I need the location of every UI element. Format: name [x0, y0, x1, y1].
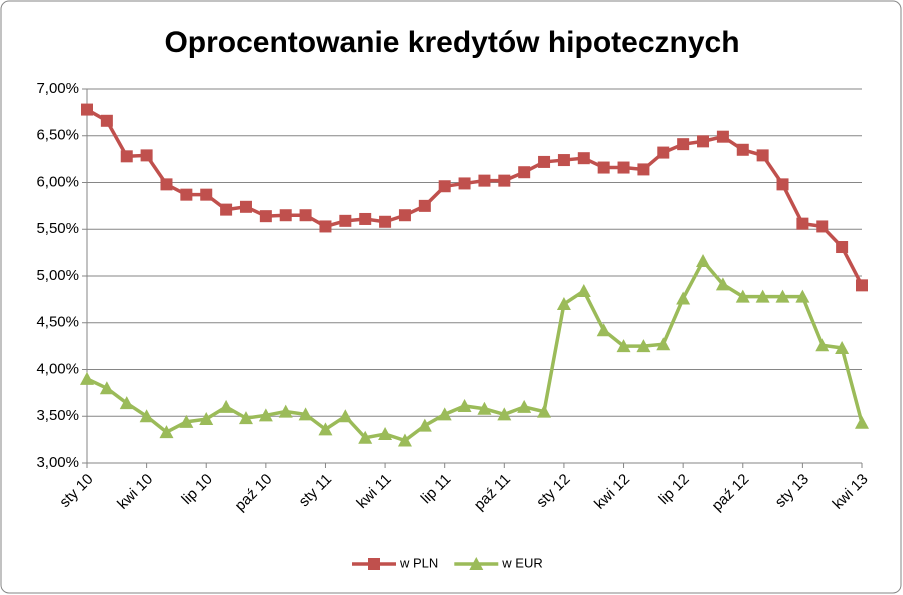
marker	[359, 212, 372, 225]
legend-marker	[469, 557, 484, 570]
marker	[119, 396, 134, 410]
marker	[835, 340, 850, 354]
marker	[795, 289, 810, 303]
marker	[319, 220, 332, 233]
y-tick-label: 6,00%	[36, 173, 79, 190]
marker	[676, 291, 691, 305]
legend-label: w PLN	[399, 555, 438, 570]
marker	[597, 161, 610, 174]
y-tick-label: 5,50%	[36, 220, 79, 237]
series-line	[86, 108, 864, 287]
marker	[556, 297, 571, 311]
chart-title: Oprocentowanie kredytów hipotecznych	[164, 26, 739, 59]
marker	[80, 371, 94, 385]
marker	[796, 217, 809, 230]
marker	[378, 427, 393, 441]
y-tick-label: 6,50%	[36, 127, 79, 144]
marker	[457, 398, 472, 412]
marker	[596, 323, 611, 337]
marker	[577, 152, 590, 165]
y-tick-label: 7,00%	[36, 80, 79, 97]
marker	[258, 408, 273, 422]
marker	[140, 149, 153, 162]
marker	[775, 289, 790, 303]
marker	[755, 289, 770, 303]
marker	[815, 338, 830, 352]
marker	[139, 409, 154, 423]
marker	[836, 241, 849, 254]
marker	[339, 214, 352, 227]
marker	[576, 283, 591, 297]
legend-marker	[368, 558, 380, 570]
marker	[816, 220, 829, 233]
marker	[855, 415, 869, 429]
marker	[100, 114, 113, 127]
y-tick-label: 4,50%	[36, 314, 79, 331]
marker	[477, 401, 492, 415]
marker	[538, 155, 551, 168]
marker	[379, 215, 392, 228]
marker	[656, 337, 671, 351]
legend-label: w EUR	[501, 555, 542, 570]
series-line	[86, 257, 864, 443]
marker	[498, 174, 511, 187]
marker	[298, 407, 313, 421]
marker	[278, 404, 293, 418]
y-tick-label: 3,00%	[36, 454, 79, 471]
marker	[617, 161, 630, 174]
marker	[736, 143, 749, 156]
marker	[120, 150, 133, 163]
marker	[716, 130, 729, 143]
marker	[259, 210, 272, 223]
marker	[677, 138, 690, 151]
marker	[497, 407, 512, 421]
marker	[557, 154, 570, 167]
marker	[518, 166, 531, 179]
marker	[715, 277, 730, 291]
marker	[537, 404, 552, 418]
y-tick-label: 3,50%	[36, 407, 79, 424]
marker	[776, 178, 789, 191]
marker	[438, 180, 451, 193]
marker	[99, 381, 114, 395]
marker	[697, 135, 710, 148]
marker	[81, 103, 93, 116]
marker	[179, 414, 194, 428]
marker	[735, 289, 750, 303]
marker	[238, 411, 253, 425]
marker	[239, 200, 252, 213]
marker	[358, 430, 373, 444]
marker	[458, 177, 471, 190]
marker	[338, 409, 353, 423]
marker	[220, 203, 233, 216]
marker	[279, 209, 292, 222]
marker	[437, 407, 452, 421]
marker	[856, 279, 868, 292]
marker	[160, 178, 173, 191]
marker	[318, 422, 333, 436]
marker	[180, 188, 193, 201]
marker	[696, 254, 711, 268]
marker	[756, 149, 769, 162]
marker	[299, 209, 312, 222]
marker	[219, 399, 234, 413]
marker	[517, 399, 532, 413]
marker	[478, 174, 491, 187]
marker	[200, 188, 213, 201]
marker	[397, 433, 412, 447]
marker	[418, 199, 431, 212]
marker	[657, 146, 670, 159]
marker	[637, 163, 650, 176]
marker	[199, 412, 214, 426]
marker	[616, 339, 631, 353]
marker	[636, 339, 651, 353]
y-tick-label: 5,00%	[36, 267, 79, 284]
marker	[417, 418, 432, 432]
marker	[159, 425, 174, 439]
marker	[398, 209, 411, 222]
y-tick-label: 4,00%	[36, 360, 79, 377]
